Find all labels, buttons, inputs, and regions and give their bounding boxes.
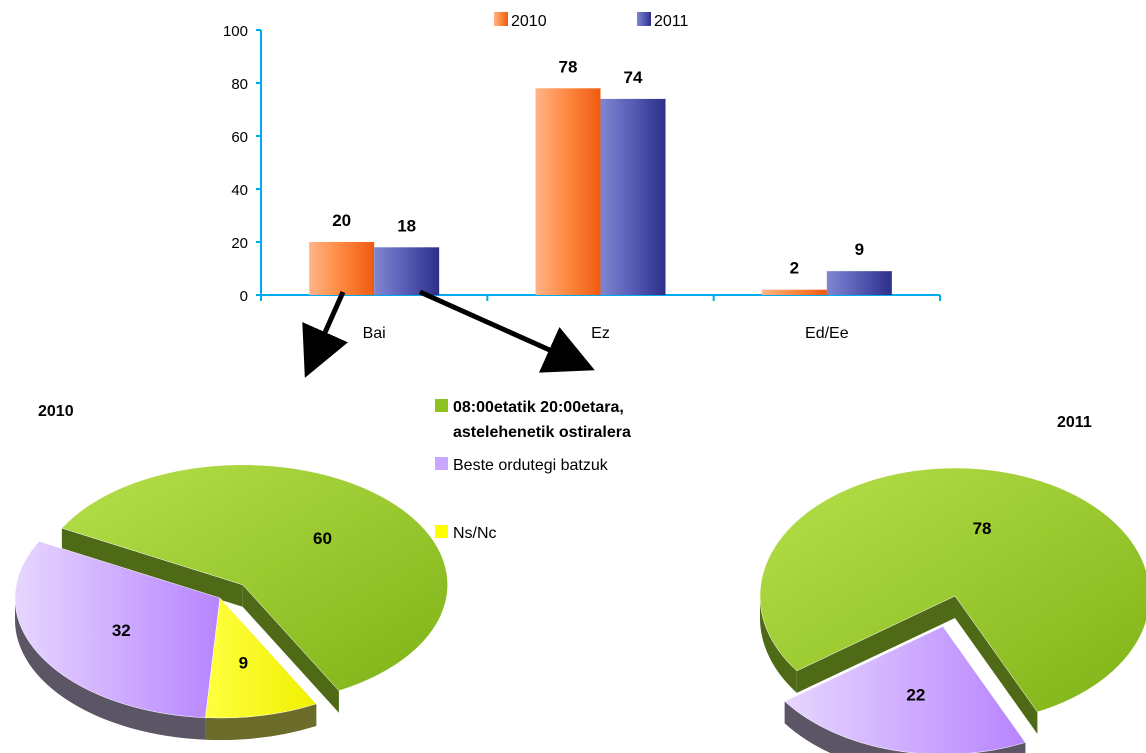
slice-label: 22 [906,686,925,705]
legend-label-2011: 2011 [654,13,689,30]
y-tick-label: 60 [231,129,248,146]
x-tick-label: Ez [591,325,610,342]
pie-chart-2011: 78 22 [759,467,1146,753]
bar-2010-Bai [309,242,375,295]
y-tick-label: 40 [231,182,248,199]
pie-chart-2010: 60 32 9 [14,464,448,740]
bar-legend: 2010 2011 [494,12,689,30]
data-label: 74 [624,68,643,87]
legend-swatch-2011 [637,12,651,26]
pie-slice-22 [784,626,1026,753]
bar-2011-Ez [600,98,666,296]
y-tick-label: 20 [231,235,248,252]
arrow-to-2010-pie [302,290,348,378]
x-tick-label: Ed/Ee [805,325,849,342]
bar-marks: 20 18 78 74 2 9 [309,57,892,296]
pie-2010-title: 2010 [38,403,74,420]
y-tick-label: 100 [223,23,248,40]
legend-label: Ns/Nc [453,525,497,542]
bar-2010-Ez [535,88,601,295]
data-label: 20 [332,211,351,230]
data-label: 9 [855,240,864,259]
pie-2011-title: 2011 [1057,414,1092,431]
slice-side [15,598,206,740]
data-label: 18 [397,216,416,235]
arrow-to-2011-pie [418,289,595,373]
legend-swatch-2010 [494,12,508,26]
pie-slice-60 [61,464,448,692]
slice-label: 78 [973,519,992,538]
pie-slice-78 [759,467,1146,713]
y-tick-label: 80 [231,76,248,93]
slice-label: 32 [112,621,131,640]
slice-wall [61,528,243,607]
slice-side [784,701,1026,753]
legend-swatch [435,399,448,412]
legend-label: 08:00etatik 20:00etara, [453,399,624,416]
data-label: 78 [559,57,578,76]
y-tick-label: 0 [240,288,248,305]
x-tick-label: Bai [363,325,386,342]
pie-slice-32 [14,541,221,718]
legend-swatch [435,457,448,470]
legend-label: Beste ordutegi batzuk [453,457,609,474]
bar-2010-Ed/Ee [761,289,827,295]
slice-wall [242,584,339,713]
bar-2011-Ed/Ee [826,271,892,295]
data-label: 2 [790,259,799,278]
slice-label: 60 [313,529,332,548]
arrows [302,289,595,378]
bar-2011-Bai [374,247,440,295]
slice-wall [955,596,1038,735]
legend-label-2010: 2010 [511,13,547,30]
legend-swatch [435,525,448,538]
slice-side [759,596,797,693]
legend-label: astelehenetik ostiralera [453,424,631,441]
slice-label: 9 [239,654,248,673]
slice-side [205,703,317,740]
pie-legend: 08:00etatik 20:00etara, astelehenetik ost… [435,399,631,542]
pie-slice-9 [205,597,317,719]
slice-wall [796,596,955,693]
